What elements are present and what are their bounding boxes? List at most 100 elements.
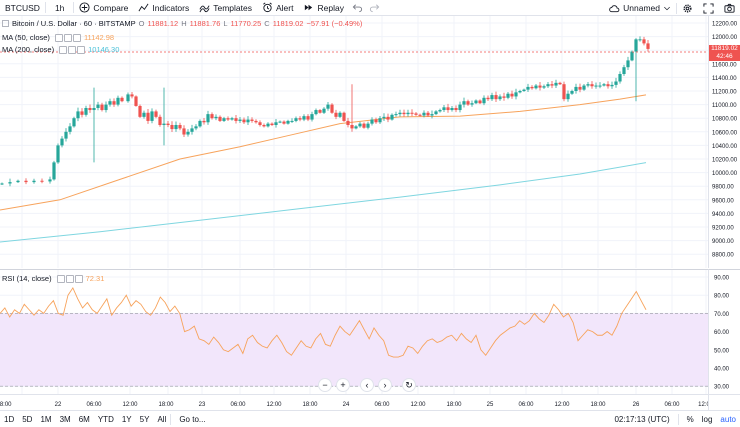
rsi-line — [0, 286, 647, 358]
range-1m[interactable]: 1M — [40, 414, 52, 424]
range-3m[interactable]: 3M — [59, 414, 71, 424]
time-tick-label: 23 — [199, 402, 206, 408]
scroll-left-button[interactable]: ‹ — [360, 378, 374, 392]
time-tick-label: 12:00 — [122, 402, 138, 408]
time-tick-label: 18:00 — [302, 402, 318, 408]
rsi-chart[interactable] — [0, 270, 708, 395]
ma200-line — [0, 162, 647, 243]
rsi-name: RSI (14, close) — [2, 274, 52, 283]
price-tick-label: 10200.00 — [712, 158, 738, 164]
series-toggle[interactable] — [2, 20, 9, 27]
undo-button[interactable] — [349, 0, 366, 16]
gear-icon — [683, 3, 692, 13]
interval-button[interactable]: 1h — [46, 0, 73, 16]
candle-body — [558, 82, 562, 85]
candle-body — [162, 123, 166, 125]
candle-body — [310, 114, 314, 120]
layout-menu-button[interactable]: Unnamed — [604, 0, 676, 16]
price-tick-label: 10600.00 — [712, 130, 738, 136]
ma50-value: 11142.98 — [83, 33, 115, 42]
candle-body — [418, 114, 422, 116]
candle-body — [518, 91, 522, 93]
scroll-right-button[interactable]: › — [378, 378, 392, 392]
ma50-legend-buttons — [54, 33, 81, 42]
rsi-scale[interactable]: 90.00 80.00 70.00 60.00 50.00 40.00 30.00 — [708, 269, 740, 394]
candle-body — [68, 126, 72, 132]
zoom-out-button[interactable]: − — [318, 378, 332, 392]
auto-toggle[interactable]: auto — [720, 415, 736, 424]
candle-body — [610, 84, 614, 87]
candle-body — [458, 104, 462, 111]
alert-button[interactable]: Alert — [257, 0, 298, 16]
settings-button[interactable] — [677, 0, 698, 16]
log-toggle[interactable]: log — [701, 415, 713, 424]
candle-body — [88, 108, 92, 111]
price-tick-label: 12000.00 — [712, 35, 738, 41]
rsi-scale-labels: 90.00 80.00 70.00 60.00 50.00 40.00 30.00 — [714, 276, 730, 391]
fullscreen-button[interactable] — [698, 0, 719, 16]
candle-body — [370, 119, 374, 124]
range-5y[interactable]: 5Y — [139, 414, 150, 424]
candle-body — [302, 116, 306, 120]
price-tick-label: 12200.00 — [712, 22, 738, 28]
candle-body — [630, 51, 634, 61]
visibility-icon[interactable] — [59, 45, 68, 54]
reset-chart-button[interactable]: ↻ — [402, 378, 416, 392]
range-6m[interactable]: 6M — [78, 414, 90, 424]
price-chart[interactable] — [0, 16, 708, 268]
range-1d[interactable]: 1D — [4, 414, 15, 424]
compare-button[interactable]: Compare — [74, 0, 133, 16]
candle-body — [186, 131, 190, 135]
percent-toggle[interactable]: % — [686, 415, 694, 424]
goto-button[interactable]: Go to... — [179, 414, 206, 424]
candle-body — [96, 104, 100, 108]
visibility-icon[interactable] — [54, 33, 63, 42]
candle-body — [498, 96, 502, 100]
zoom-in-button[interactable]: + — [336, 378, 350, 392]
price-scale[interactable]: 12200.0012000.0011800.0011600.0011400.00… — [708, 16, 740, 268]
interval-label: 1h — [54, 2, 65, 13]
symbol-search[interactable]: BTCUSD — [0, 0, 45, 16]
ma200-value: 10146.30 — [88, 45, 120, 54]
range-all[interactable]: All — [157, 414, 167, 424]
indicators-button[interactable]: Indicators — [133, 0, 194, 16]
candle-body — [202, 120, 206, 123]
replay-button[interactable]: Replay — [298, 0, 348, 16]
settings-icon[interactable] — [63, 33, 72, 42]
candle-body — [602, 84, 606, 86]
range-1y[interactable]: 1Y — [121, 414, 132, 424]
close-value: 11819.02 — [272, 19, 304, 28]
redo-button[interactable] — [366, 0, 383, 16]
close-icon[interactable] — [72, 33, 81, 42]
range-ytd[interactable]: YTD — [97, 414, 114, 424]
time-scale[interactable]: 18:00 22 06:00 12:00 18:00 23 06:00 12:00 18:00 2… — [0, 394, 710, 410]
candle-body — [254, 120, 258, 123]
close-icon[interactable] — [77, 45, 86, 54]
close-icon[interactable] — [74, 274, 83, 283]
candle-body — [570, 91, 574, 94]
alarm-clock-icon — [263, 2, 272, 13]
snapshot-button[interactable] — [719, 0, 740, 16]
time-tick-label: 25 — [487, 402, 494, 408]
candle-body — [514, 92, 518, 97]
candle-body — [298, 118, 302, 120]
rsi-tick-label: 30.00 — [714, 385, 730, 391]
range-5d[interactable]: 5D — [22, 414, 33, 424]
settings-icon[interactable] — [68, 45, 77, 54]
undo-icon — [352, 4, 363, 13]
candle-body — [590, 84, 594, 87]
candle-body — [486, 97, 490, 100]
utc-clock[interactable]: 02:17:13 (UTC) — [614, 415, 670, 424]
rsi-pane[interactable]: RSI (14, close) 72.31 — [0, 269, 708, 395]
candle-body — [358, 123, 362, 127]
visibility-icon[interactable] — [56, 274, 65, 283]
settings-icon[interactable] — [65, 274, 74, 283]
candle-body — [178, 125, 182, 129]
ma200-name: MA (200, close) — [2, 45, 55, 54]
price-tick-label: 10400.00 — [712, 144, 738, 150]
candle-body — [198, 120, 202, 127]
open-value: 11881.12 — [147, 19, 179, 28]
templates-button[interactable]: Templates — [194, 0, 257, 16]
candle-body — [24, 180, 28, 183]
